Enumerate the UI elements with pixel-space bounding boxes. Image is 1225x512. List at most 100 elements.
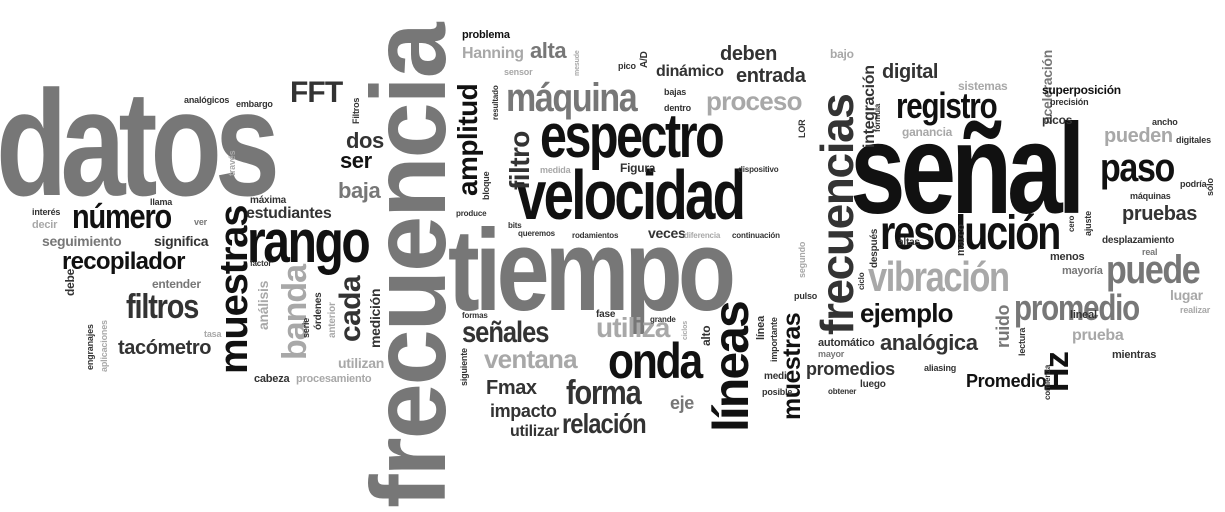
word-segundo: segundo — [797, 241, 807, 278]
word-analogicos: analógicos — [184, 95, 230, 105]
word-proceso: proceso — [706, 86, 802, 116]
word-filtros: filtros — [126, 288, 199, 326]
word-interes: interés — [32, 207, 61, 217]
word-senal: señal — [850, 98, 1085, 241]
word-maxima: máxima — [250, 195, 287, 206]
word-estudiantes: estudiantes — [246, 205, 332, 222]
word-ver: ver — [194, 217, 207, 227]
word-entender: entender — [152, 277, 201, 291]
word-comienza: comienza — [1043, 364, 1052, 400]
word-onda: onda — [608, 333, 703, 389]
word-fmax: Fmax — [486, 377, 537, 399]
word-utilizar: utilizar — [510, 423, 560, 440]
word-lectura: lectura — [1017, 327, 1027, 356]
word-ciclo: ciclo — [857, 272, 866, 290]
word-aliasing: aliasing — [924, 363, 957, 373]
word-vibracion: vibración — [868, 253, 1010, 300]
word-serie: serie — [301, 317, 311, 338]
word-produce: produce — [456, 209, 487, 218]
word-rango: rango — [247, 208, 371, 275]
word-banda: banda — [276, 264, 314, 360]
word-frecuencia: frecuencia — [350, 24, 468, 509]
word-cada: cada — [334, 276, 367, 342]
word-forma: forma — [566, 374, 642, 412]
word-bajas: bajas — [664, 87, 687, 97]
word-sistemas: sistemas — [958, 79, 1008, 93]
word-dos: dos — [346, 128, 384, 153]
word-resultado: resultado — [491, 85, 500, 120]
word-maquinas: máquinas — [1130, 191, 1171, 201]
word-figura: Figura — [620, 161, 656, 175]
word-precision: precisión — [1050, 97, 1089, 107]
word-analogica: analógica — [880, 330, 978, 355]
word-entrada: entrada — [736, 65, 806, 87]
word-tacometro: tacómetro — [118, 337, 212, 359]
word-llama: llama — [150, 197, 173, 207]
word-sensor: sensor — [504, 67, 533, 77]
word-promedios: promedios — [806, 359, 895, 379]
word-utilizan: utilizan — [338, 355, 384, 371]
word-desplazamiento: desplazamiento — [1102, 235, 1175, 246]
word-solo: sólo — [1205, 178, 1215, 196]
word-obtener: obtener — [828, 387, 857, 396]
word-decir: decir — [32, 219, 58, 231]
word-medir: medir — [764, 371, 791, 382]
word-cabeza: cabeza — [254, 373, 290, 385]
word-siguiente: siguiente — [459, 348, 469, 386]
word-muestras2: muestras — [778, 312, 806, 420]
word-maquina: máquina — [506, 76, 638, 120]
word-aplicaciones: aplicaciones — [99, 320, 109, 372]
word-puede: puede — [1106, 248, 1201, 292]
word-ajuste: ajuste — [1083, 211, 1093, 236]
word-pruebas: pruebas — [1122, 203, 1198, 225]
word-picos: picos — [1042, 113, 1073, 127]
word-significa: significa — [154, 233, 209, 249]
word-linea: línea — [755, 316, 767, 340]
word-mayoria: mayoría — [1062, 265, 1103, 277]
word-despues: después — [869, 228, 880, 268]
word-importante: importante — [769, 317, 779, 362]
word-lineal: lineal — [1070, 309, 1097, 321]
word-factor: factor — [250, 259, 272, 268]
word-ordenes: órdenes — [313, 292, 324, 330]
word-queremos: queremos — [518, 229, 555, 238]
word-frecuencias: frecuencias — [811, 94, 863, 335]
word-bajo: bajo — [830, 47, 854, 61]
word-eje: eje — [670, 393, 694, 413]
word-menos: menos — [1050, 251, 1085, 263]
word-real: real — [1142, 247, 1158, 257]
word-promedio: promedio — [1014, 287, 1140, 328]
word-tasa: tasa — [204, 329, 222, 339]
word-amplitud: amplitud — [452, 83, 483, 196]
word-pico: pico — [618, 61, 636, 71]
word-ejemplo: ejemplo — [860, 298, 954, 328]
word-alta: alta — [530, 38, 567, 63]
word-filtro: filtro — [504, 131, 535, 190]
word-hanning: Hanning — [462, 45, 524, 62]
word-grande: grande — [650, 315, 676, 324]
word-medicion: medición — [367, 288, 383, 348]
word-velocidad: velocidad — [516, 156, 746, 234]
word-senales: señales — [462, 316, 549, 349]
word-cero: cero — [1067, 215, 1076, 232]
word-pulso: pulso — [794, 291, 818, 301]
word-numero: número — [72, 198, 172, 236]
word-bloque: bloque — [481, 171, 491, 200]
word-marco: marco — [955, 224, 967, 256]
word-luego: luego — [860, 379, 886, 390]
word-alto: alto — [699, 325, 713, 346]
word-dispositivo: dispositivo — [738, 165, 779, 174]
word-ventana: ventana — [484, 344, 578, 374]
word-muestras: muestras — [212, 205, 256, 374]
word-Promedio: Promedio — [966, 371, 1047, 391]
word-mesude: mesude — [574, 50, 581, 76]
word-problema: problema — [462, 29, 510, 41]
word-paso: paso — [1100, 146, 1175, 190]
word-altas: altas — [898, 237, 920, 248]
word-rodamientos: rodamientos — [572, 231, 619, 240]
word-lor: LOR — [797, 119, 807, 138]
word-ad: A/D — [639, 51, 650, 68]
word-automatico: automático — [818, 337, 875, 349]
word-recopilador: recopilador — [62, 248, 185, 275]
